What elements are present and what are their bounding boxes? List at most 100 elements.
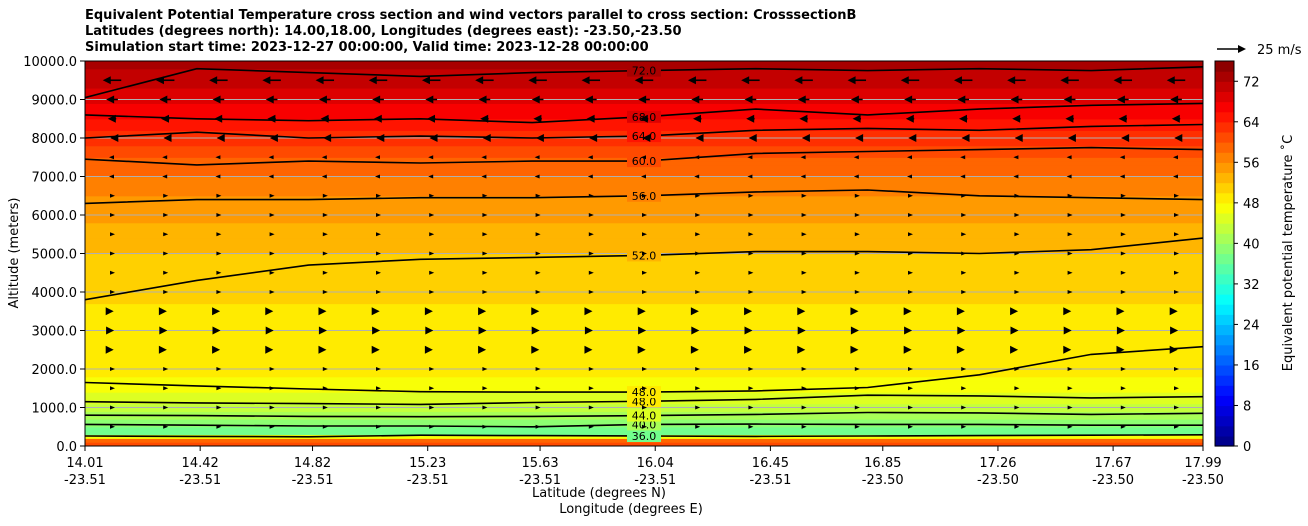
wind-vector <box>535 290 541 294</box>
wind-arrowhead <box>265 95 274 104</box>
wind-arrowhead <box>1116 326 1125 335</box>
wind-vector <box>588 213 594 217</box>
wind-vector <box>216 386 222 391</box>
wind-vector <box>269 232 275 237</box>
colorbar-segment <box>1215 324 1234 336</box>
theta-band <box>85 307 1203 312</box>
contour-label-bg <box>627 249 661 262</box>
wind-vector <box>535 213 541 217</box>
wind-vector <box>1014 290 1020 294</box>
wind-vector <box>907 174 912 179</box>
wind-vector <box>1067 405 1073 410</box>
theta-band <box>85 126 1203 131</box>
theta-band <box>85 272 1203 278</box>
wind-vector <box>748 290 754 294</box>
wind-vector <box>269 290 275 294</box>
wind-arrowhead <box>1169 307 1178 316</box>
wind-vector <box>695 251 701 256</box>
wind-vector <box>1014 251 1020 256</box>
wind-vector <box>1067 290 1073 294</box>
wind-vector <box>216 213 222 217</box>
wind-vector <box>321 174 327 179</box>
colorbar-tick-label: 48 <box>1243 197 1260 212</box>
colorbar-segment <box>1215 273 1234 285</box>
wind-vector <box>1120 424 1126 429</box>
wind-vector <box>961 251 967 256</box>
wind-vector <box>1174 405 1179 410</box>
wind-vector <box>215 155 221 160</box>
wind-vector <box>376 405 381 410</box>
wind-arrowhead <box>584 307 593 316</box>
colorbar-segment <box>1215 111 1234 123</box>
theta-band <box>85 295 1203 301</box>
wind-vector <box>535 193 541 198</box>
theta-band <box>85 180 1203 185</box>
wind-vector <box>854 386 860 391</box>
wind-arrowhead <box>903 345 912 354</box>
theta-band <box>85 103 1203 108</box>
y-tick-label: 2000.0 <box>32 363 78 378</box>
wind-vector <box>535 251 541 256</box>
theta-band <box>85 369 1203 374</box>
x-tick-label-lon: -23.51 <box>519 473 561 488</box>
wind-arrowhead <box>318 345 327 354</box>
wind-vector <box>907 155 912 160</box>
wind-arrowhead <box>852 114 861 123</box>
wind-arrowhead <box>1014 134 1023 142</box>
wind-vector <box>110 213 115 217</box>
theta-band <box>85 211 1203 216</box>
theta-band <box>85 349 1203 355</box>
wind-vector <box>694 174 700 179</box>
wind-arrowhead <box>1063 307 1072 316</box>
wind-arrowhead <box>904 326 913 335</box>
colorbar-segment <box>1215 172 1234 184</box>
wind-vector <box>908 367 913 371</box>
theta-band <box>85 122 1203 128</box>
wind-vector <box>110 405 115 410</box>
wind-vector <box>695 270 701 275</box>
x-tick-label-lat: 16.85 <box>864 456 901 471</box>
wind-vector <box>482 290 488 294</box>
wind-vector <box>481 155 487 160</box>
wind-vector <box>269 251 275 256</box>
wind-arrowhead <box>1067 134 1076 142</box>
wind-vector <box>588 270 594 275</box>
wind-vector <box>163 270 169 275</box>
colorbar-segment <box>1215 142 1234 153</box>
theta-band <box>85 442 1203 446</box>
wind-vector <box>482 213 488 217</box>
wind-vector <box>429 367 435 371</box>
contour-label: 72.0 <box>632 65 657 78</box>
wind-vector <box>376 424 381 429</box>
x-tick-label-lon: -23.51 <box>292 473 334 488</box>
wind-arrowhead <box>959 114 967 123</box>
wind-vector <box>1174 424 1179 429</box>
wind-arrowhead <box>638 95 647 104</box>
wind-arrowhead <box>1063 95 1072 104</box>
wind-vector <box>429 251 435 256</box>
wind-vector <box>1067 213 1073 217</box>
colorbar-frame <box>1214 60 1235 447</box>
wind-arrowhead <box>106 95 115 104</box>
y-axis-label: Altitude (meters) <box>7 198 22 309</box>
wind-vector <box>1174 251 1179 256</box>
contour-label-bg <box>627 130 661 143</box>
wind-arrowhead <box>1012 114 1021 123</box>
wind-vector <box>961 270 967 275</box>
wind-arrowhead <box>528 76 537 85</box>
colorbar-segment <box>1215 435 1234 447</box>
wind-arrowhead <box>691 326 700 335</box>
wind-vector <box>642 290 647 294</box>
wind-vector <box>269 270 275 275</box>
wind-vector <box>800 155 806 160</box>
wind-arrowhead <box>642 134 651 142</box>
x-tick-label-lon: -23.51 <box>179 473 221 488</box>
wind-vector <box>163 232 169 237</box>
wind-vector <box>908 424 913 429</box>
wind-arrowhead <box>1116 345 1125 354</box>
colorbar-segment <box>1215 223 1234 234</box>
wind-vector <box>801 290 807 294</box>
wind-arrowhead <box>320 114 329 123</box>
colorbar-segment <box>1215 375 1234 386</box>
wind-arrowhead <box>1010 326 1019 335</box>
